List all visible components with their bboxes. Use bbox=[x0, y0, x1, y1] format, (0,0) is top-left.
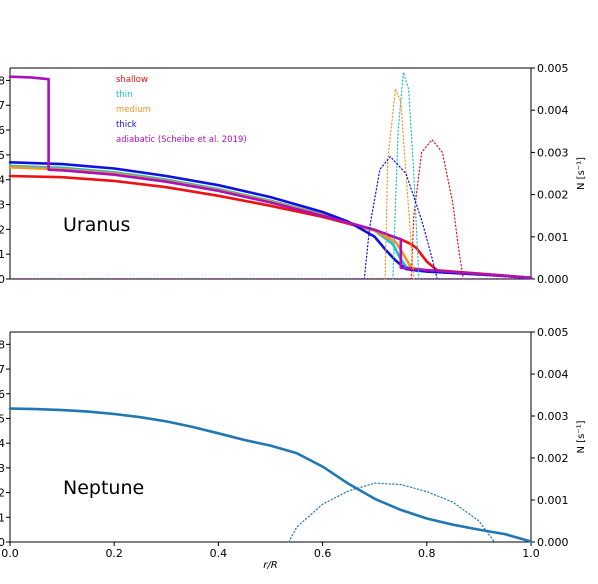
adiabatic-line bbox=[8, 75, 533, 280]
left-tick-label: 5 bbox=[0, 412, 5, 425]
left-tick-label: 8 bbox=[0, 338, 5, 351]
x-tick-label: 0.4 bbox=[210, 547, 228, 560]
left-tick-label: 1 bbox=[0, 248, 5, 261]
planet-label: Neptune bbox=[63, 477, 144, 499]
right-axis-label: N [s⁻¹] bbox=[576, 420, 587, 453]
right-tick-label: 0.001 bbox=[537, 494, 569, 507]
right-tick-label: 0.002 bbox=[537, 189, 569, 202]
right-tick-label: 0.000 bbox=[537, 536, 569, 549]
legend-entry: thin bbox=[116, 90, 132, 100]
right-tick-label: 0.003 bbox=[537, 146, 569, 159]
left-tick-label: 4 bbox=[0, 437, 5, 450]
legend-entry: medium bbox=[116, 105, 151, 115]
top-panel: 0 1 2 3 4 5 6 7 8 0.000 0.001 0.002 0.003 0.004 0.005 N… bbox=[0, 62, 587, 286]
curve-brunt-vaisala-line bbox=[410, 139, 464, 280]
left-tick-label: 5 bbox=[0, 149, 5, 162]
x-tick-label: 1.0 bbox=[522, 547, 540, 560]
legend-entry: shallow bbox=[116, 75, 148, 85]
right-tick-label: 0.002 bbox=[537, 452, 569, 465]
legend-entry: thick bbox=[116, 120, 137, 130]
right-axis-label: N [s⁻¹] bbox=[576, 157, 587, 190]
right-tick-label: 0.001 bbox=[537, 231, 569, 244]
left-tick-label: 2 bbox=[0, 487, 5, 500]
right-tick-label: 0.003 bbox=[537, 410, 569, 423]
x-tick-label: 0.8 bbox=[418, 547, 436, 560]
x-tick-label: 0.2 bbox=[105, 547, 123, 560]
right-tick-label: 0.000 bbox=[537, 273, 569, 286]
left-tick-label: 2 bbox=[0, 223, 5, 236]
left-tick-label: 6 bbox=[0, 388, 5, 401]
left-tick-label: 3 bbox=[0, 199, 5, 212]
left-tick-label: 1 bbox=[0, 511, 5, 524]
left-tick-label: 0 bbox=[0, 273, 5, 286]
right-tick-label: 0.004 bbox=[537, 104, 569, 117]
right-tick-label: 0.005 bbox=[537, 62, 569, 75]
curve-brunt-vaisala-line bbox=[363, 156, 438, 280]
curve-brunt-vaisala-line bbox=[288, 482, 496, 543]
left-tick-label: 6 bbox=[0, 124, 5, 137]
x-tick-label: 0.0 bbox=[1, 547, 19, 560]
legend-entry: adiabatic (Scheibe et al. 2019) bbox=[116, 135, 247, 145]
right-tick-label: 0.004 bbox=[537, 368, 569, 381]
curve-brunt-vaisala-line bbox=[384, 88, 415, 280]
curve-line bbox=[8, 407, 533, 543]
left-tick-label: 4 bbox=[0, 174, 5, 187]
left-tick-label: 3 bbox=[0, 462, 5, 475]
right-tick-label: 0.005 bbox=[537, 326, 569, 339]
left-tick-label: 8 bbox=[0, 74, 5, 87]
planet-label: Uranus bbox=[63, 214, 130, 236]
curve-brunt-vaisala-line bbox=[392, 71, 420, 280]
left-tick-label: 0 bbox=[0, 536, 5, 549]
x-tick-label: 0.6 bbox=[314, 547, 332, 560]
x-axis-label: r/R bbox=[263, 560, 277, 571]
left-tick-label: 7 bbox=[0, 363, 5, 376]
bottom-panel: 0 1 2 3 4 5 6 7 8 0.000 0.001 0.002 0.003 0.004 0.005 N… bbox=[0, 326, 587, 571]
left-tick-label: 7 bbox=[0, 99, 5, 112]
